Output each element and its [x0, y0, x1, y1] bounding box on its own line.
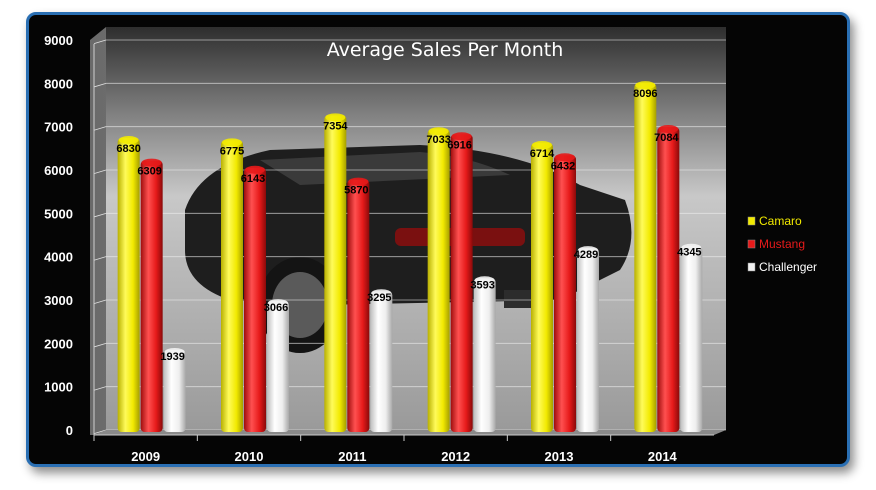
y-tick-label: 8000	[44, 76, 73, 91]
bar-camaro-2011	[324, 113, 347, 433]
bar-mustang-2012	[450, 132, 473, 432]
gridline-depth	[93, 429, 107, 434]
data-labels: 6830 6309 1939 6775 6143 3066 7354 5870 3295 7033…	[116, 88, 701, 363]
y-tick-label: 4000	[44, 250, 73, 265]
gridline-depth	[93, 126, 107, 131]
bar-challenger-2012	[473, 276, 496, 432]
y-tick-label: 1000	[44, 380, 73, 395]
bar-challenger-2014	[680, 243, 703, 432]
data-label-mustang-2012: 6916	[447, 139, 471, 151]
legend-label-camaro: Camaro	[759, 214, 802, 228]
x-tick-label: 2011	[338, 449, 366, 464]
legend: Camaro Mustang Challenger	[742, 208, 824, 280]
gridline-depth	[93, 342, 107, 348]
x-tick-label: 2014	[648, 449, 678, 464]
x-tick-label: 2012	[441, 449, 470, 464]
y-tick-label: 6000	[44, 163, 73, 178]
data-label-camaro-2009: 6830	[116, 143, 140, 155]
bar-challenger-2010	[267, 299, 289, 432]
data-label-mustang-2009: 6309	[137, 166, 161, 178]
data-label-challenger-2014: 4345	[677, 247, 701, 259]
legend-label-challenger: Challenger	[759, 260, 817, 274]
bar-camaro-2013	[531, 141, 553, 432]
bars	[117, 81, 703, 433]
gridline-depth	[93, 169, 107, 174]
legend-box	[742, 208, 824, 280]
bar-challenger-2009	[163, 347, 186, 432]
chart-title: Average Sales Per Month	[327, 39, 564, 61]
gridline-depth	[93, 82, 107, 88]
bar-camaro-2009	[117, 136, 140, 433]
data-label-mustang-2014: 7084	[654, 132, 679, 144]
data-label-mustang-2010: 6143	[241, 173, 265, 185]
data-label-challenger-2010: 3066	[264, 302, 288, 314]
data-label-camaro-2010: 6775	[220, 145, 244, 157]
bar-challenger-2011	[370, 289, 393, 432]
plot-floor	[94, 430, 726, 435]
y-tick-label: 5000	[44, 206, 73, 221]
gridline-depth	[93, 256, 107, 261]
data-label-challenger-2013: 4289	[574, 249, 598, 261]
bar-mustang-2013	[554, 153, 576, 432]
data-label-mustang-2013: 6432	[551, 160, 575, 172]
bar-camaro-2014	[634, 81, 657, 432]
gridline-depth	[93, 39, 107, 44]
data-label-camaro-2011: 7354	[323, 120, 348, 132]
y-tick-label: 2000	[44, 336, 73, 351]
legend-label-mustang: Mustang	[759, 237, 805, 251]
legend-swatch-challenger	[747, 262, 756, 272]
x-tick-label: 2013	[545, 449, 574, 464]
legend-swatch-camaro	[747, 216, 756, 226]
bar-mustang-2011	[347, 177, 370, 432]
y-tick-label: 9000	[44, 33, 73, 48]
gridline-depth	[93, 386, 107, 391]
data-label-mustang-2011: 5870	[344, 185, 368, 197]
data-label-camaro-2013: 6714	[530, 148, 555, 160]
gridline-depth	[93, 299, 107, 304]
x-tick-label: 2009	[131, 449, 160, 464]
data-label-camaro-2014: 8096	[633, 88, 657, 100]
data-label-camaro-2012: 7033	[426, 134, 450, 146]
bar-camaro-2012	[427, 127, 450, 432]
data-label-challenger-2011: 3295	[367, 292, 391, 304]
gridline-depth	[93, 212, 107, 218]
y-tick-label: 3000	[44, 293, 73, 308]
x-tick-label: 2010	[235, 449, 264, 464]
bar-mustang-2009	[140, 158, 163, 433]
legend-swatch-mustang	[747, 239, 756, 249]
data-label-challenger-2012: 3593	[470, 279, 494, 291]
y-tick-label: 7000	[44, 120, 73, 135]
bar-camaro-2010	[221, 138, 243, 432]
axes: 0 1000 2000 3000 4000 5000 6000 7000 8000 9000 200…	[44, 33, 726, 464]
bar-mustang-2014	[657, 125, 680, 432]
bar-challenger-2013	[577, 246, 599, 432]
y-tick-label: 0	[66, 423, 73, 438]
data-label-challenger-2009: 1939	[160, 351, 184, 363]
bar-mustang-2010	[244, 165, 266, 432]
